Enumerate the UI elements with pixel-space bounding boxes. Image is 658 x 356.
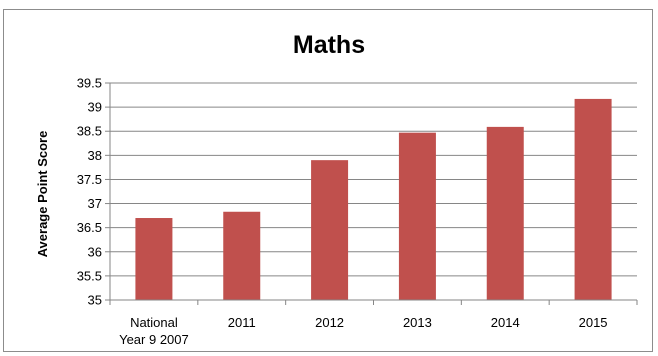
gridlines [110, 82, 637, 277]
x-tick-label: 2015 [579, 315, 608, 330]
y-tick-label: 36.5 [77, 220, 102, 235]
bar [135, 218, 173, 300]
y-tick-label: 35.5 [77, 268, 102, 283]
bar [486, 126, 524, 300]
x-tick-label: 2014 [491, 315, 520, 330]
chart-title: Maths [293, 31, 365, 59]
x-tick-label: National [130, 315, 178, 330]
x-tick-labels: National Year 9 2007 2011 2012 2013 2014 2015 [109, 300, 638, 347]
y-axis-label: Average Point Score [35, 131, 50, 258]
y-tick-label: 39 [88, 100, 102, 115]
bar [223, 211, 261, 300]
y-tick-labels: 35 35.5 36 36.5 37 37.5 38 38.5 39 39.5 [77, 76, 110, 308]
y-tick-label: 38.5 [77, 124, 102, 139]
x-tick-label: 2011 [228, 315, 256, 330]
y-tick-label: 35 [88, 293, 102, 308]
bars [135, 98, 612, 300]
bar [311, 160, 349, 300]
y-tick-label: 37 [88, 196, 102, 211]
x-tick-label: 2013 [403, 315, 432, 330]
y-tick-label: 37.5 [77, 172, 102, 187]
x-tick-label: Year 9 2007 [119, 332, 189, 347]
bar [574, 98, 612, 300]
axes [109, 83, 637, 301]
x-tick-label: 2012 [315, 315, 344, 330]
bar [398, 132, 436, 300]
y-tick-label: 39.5 [77, 76, 102, 91]
y-tick-label: 36 [88, 244, 102, 259]
y-tick-label: 38 [88, 148, 102, 163]
